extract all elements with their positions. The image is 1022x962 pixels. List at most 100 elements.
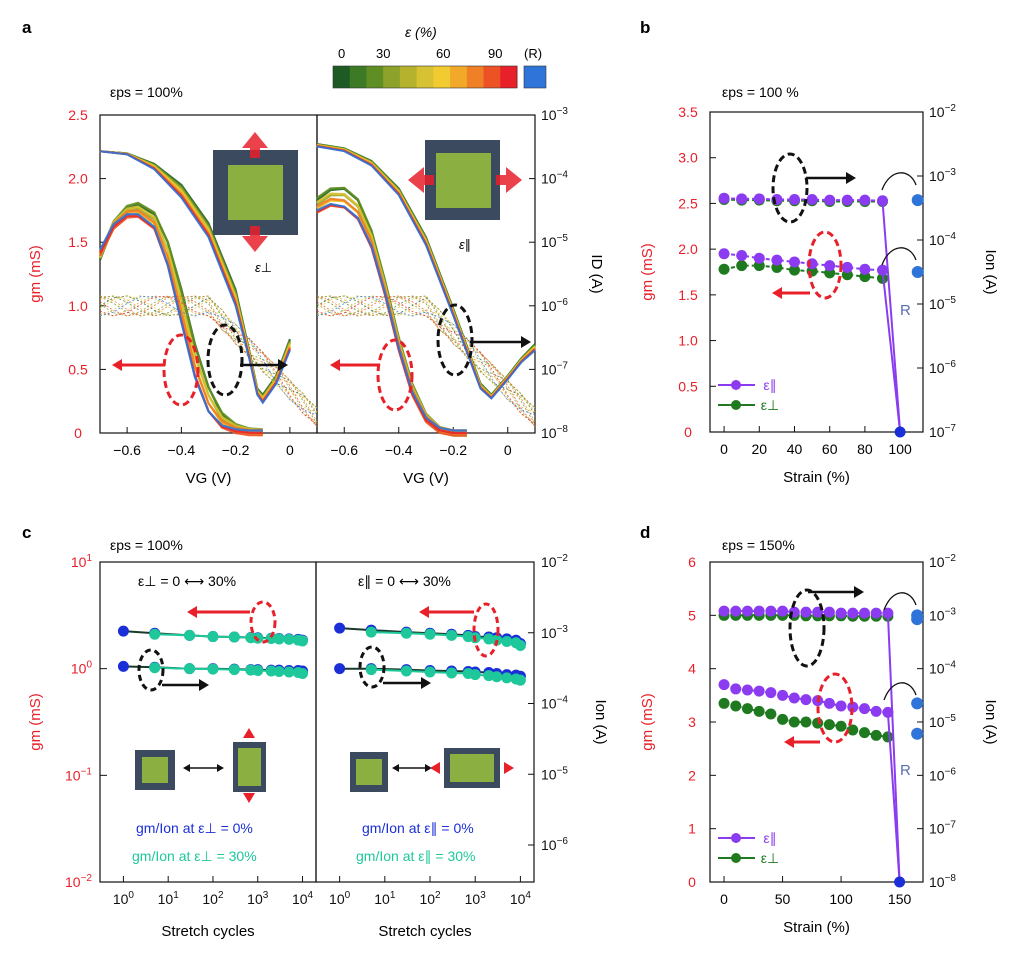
y-tick-label: 2.5 [678, 195, 698, 211]
annotation-ellipse-red [472, 602, 500, 658]
panel-label-d: d [640, 523, 650, 542]
panel-c-left-title: ε⊥ = 0 ⟷ 30% [138, 573, 236, 589]
panel-a-eps-ps: εps = 100% [110, 84, 183, 100]
data-point [334, 622, 346, 634]
y2-tick-label: 10−6 [929, 766, 956, 783]
gm-curve [99, 213, 263, 432]
data-point [736, 193, 748, 205]
data-point [730, 605, 742, 617]
annotation-ellipse-black [206, 323, 244, 397]
annotation-ellipse-black [771, 152, 809, 224]
data-point [184, 629, 196, 641]
y2-tick-label: 10−4 [541, 695, 568, 712]
data-point [847, 701, 859, 713]
data-point [741, 605, 753, 617]
gm-curve [316, 202, 467, 432]
panel-c-devices-left [135, 728, 266, 803]
y-axis-label: gm (mS) [27, 693, 44, 751]
y-tick-label: 101 [71, 553, 93, 570]
panel-label-a: a [22, 18, 32, 37]
y2-tick-label: 10−6 [929, 359, 956, 376]
colorbar-swatch [399, 66, 418, 88]
y2-tick-label: 10−4 [541, 170, 568, 187]
x-tick-label: 100 [329, 890, 351, 907]
colorbar-reference-swatch [523, 65, 547, 89]
x-tick-label: 100 [829, 891, 853, 907]
x-tick-label: 20 [752, 441, 768, 457]
x-tick-label: 0 [504, 442, 512, 458]
leakage-curve [316, 295, 536, 409]
data-point [841, 194, 853, 206]
leakage-curve [99, 295, 318, 409]
arrow-head-icon [330, 359, 340, 371]
panel-c-right-title: ε∥ = 0 ⟷ 30% [358, 573, 451, 589]
y2-tick-label: 10−3 [929, 167, 956, 184]
colorbar-tick-r: (R) [524, 46, 542, 61]
y-tick-label: 100 [71, 660, 93, 677]
colorbar-swatch [383, 66, 401, 88]
data-point [365, 664, 377, 676]
y2-tick-label: 10−3 [541, 624, 568, 641]
series-line [723, 264, 883, 280]
leakage-curve [99, 296, 318, 416]
panel-d-eps-ps: εps = 150% [722, 537, 795, 553]
y2-tick-label: 10−7 [541, 360, 568, 377]
colorbar-swatch [483, 66, 501, 88]
data-point [753, 705, 765, 717]
arrow-head-icon [419, 606, 429, 618]
arrow-head-icon [772, 287, 782, 299]
y-tick-label: 1.5 [678, 287, 698, 303]
x-axis-label: Strain (%) [783, 469, 850, 486]
y2-tick-label: 10−2 [541, 553, 568, 570]
panel-b-axes: 0 0.5 1.0 1.5 2.0 2.5 3.0 3.5 10−7 10−6 10−5 10−4 10… [639, 103, 999, 486]
y2-tick-label: 10−7 [929, 423, 956, 440]
y-tick-label: 2.5 [68, 107, 88, 123]
data-point [841, 261, 853, 273]
y2-tick-label: 10−5 [929, 295, 956, 312]
data-point [297, 635, 309, 647]
colorbar-swatch [450, 66, 468, 88]
y2-tick-label: 10−4 [929, 660, 956, 677]
data-point [718, 263, 730, 275]
x-tick-label: 103 [465, 890, 487, 907]
colorbar-tick-60: 60 [436, 46, 450, 61]
y2-axis-label: Ion (A) [982, 699, 999, 744]
annotation-ellipse-black [137, 648, 165, 692]
data-point [823, 697, 835, 709]
data-point [800, 694, 812, 706]
arrow-head-icon [846, 172, 856, 184]
data-point [501, 672, 513, 684]
x-tick-label: 101 [374, 890, 396, 907]
data-point [882, 731, 894, 743]
failure-line [881, 200, 902, 433]
panel-b-r-label: R [900, 302, 911, 319]
annotation-ellipse-red [162, 333, 200, 407]
failure-point [894, 426, 906, 438]
data-point [736, 250, 748, 262]
y-tick-label: 3.0 [678, 150, 698, 166]
data-point [870, 729, 882, 741]
colorbar-tick-90: 90 [488, 46, 502, 61]
x-tick-label: −0.4 [385, 442, 413, 458]
colorbar-swatch [366, 66, 384, 88]
data-point [718, 248, 730, 260]
x-tick-label: −0.6 [113, 442, 141, 458]
device-channel [450, 754, 494, 782]
data-point [424, 666, 436, 678]
data-point [765, 605, 777, 617]
x-tick-label: 60 [822, 441, 838, 457]
colorbar-tick-30: 30 [376, 46, 390, 61]
x-tick-label: 102 [202, 890, 224, 907]
x-tick-label: −0.4 [168, 442, 196, 458]
data-point [283, 666, 295, 678]
leakage-curve [316, 295, 536, 423]
data-point [514, 674, 526, 686]
leakage-curve [316, 295, 536, 427]
y2-tick-label: 10−8 [929, 873, 956, 890]
data-point [753, 193, 765, 205]
y-tick-label: 0.5 [678, 378, 698, 394]
panel-c-axes: 10−2 10−1 100 101 10−6 10−5 10−4 10−3 10−2 gm (mS… [27, 553, 609, 940]
x-axis-label: VG (V) [186, 470, 232, 487]
data-point [469, 669, 481, 681]
x-axis-label: Stretch cycles [161, 923, 254, 940]
